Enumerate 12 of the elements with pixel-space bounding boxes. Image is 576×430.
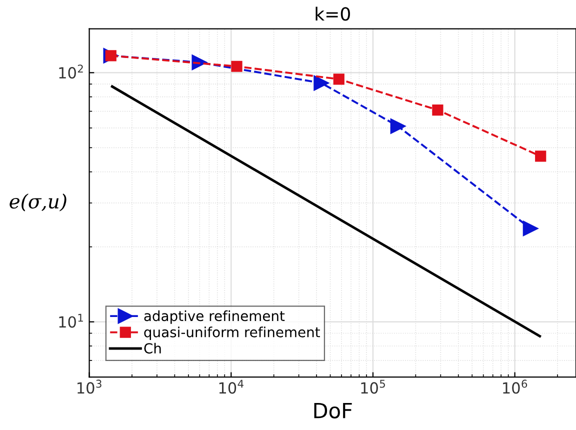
- legend-label: quasi-uniform refinement: [144, 326, 320, 340]
- x-tick-label: 10$^{4}$: [219, 380, 244, 394]
- x-tick-label: 10$^{6}$: [503, 380, 528, 394]
- chart-title: k=0: [316, 6, 350, 21]
- y-tick-label: 10$^{2}$: [59, 64, 83, 79]
- x-axis-title: DoF: [314, 402, 352, 418]
- x-tick-label: 10$^{3}$: [78, 380, 102, 394]
- legend-label: adaptive refinement: [144, 310, 285, 324]
- legend-label: Ch: [144, 342, 161, 354]
- x-tick-label: 10$^{5}$: [361, 380, 385, 394]
- y-axis-title: e(σ,u): [10, 194, 66, 212]
- y-tick-label: 10$^{1}$: [59, 314, 83, 328]
